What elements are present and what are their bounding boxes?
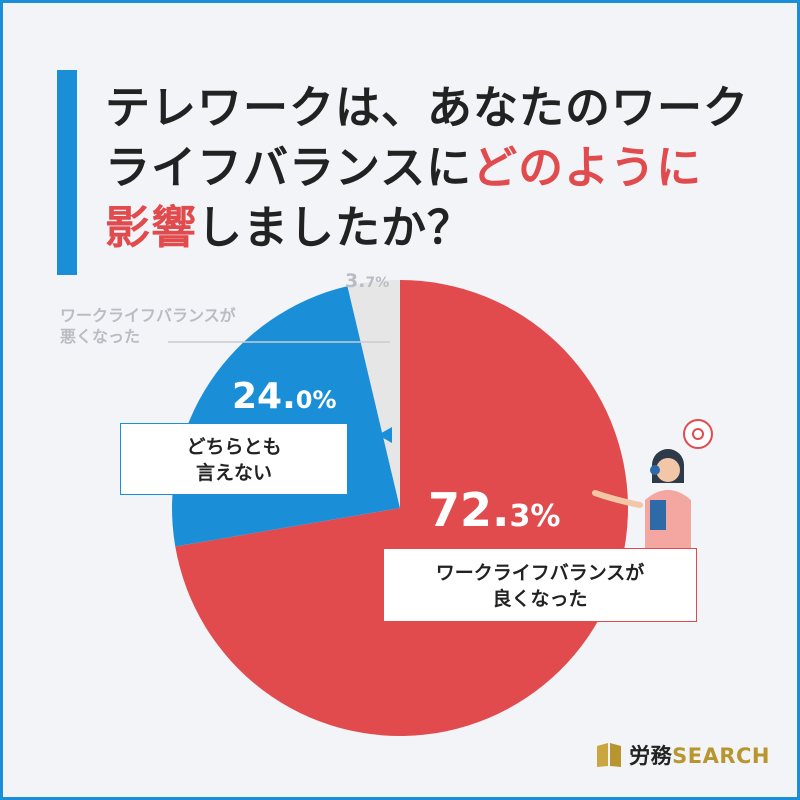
good-label-box: ワークライフバランスが 良くなった [383,548,697,622]
neutral-box-pointer [378,427,392,443]
pie-slice-2 [347,280,400,508]
title-line-3-plain: しましたか？ [197,201,474,254]
bad-percent-label: 3.7% [345,270,389,292]
title-line-2-highlight: どのように [472,141,703,194]
neutral-label-box: どちらとも 言えない [120,423,348,495]
book-icon [597,743,622,767]
neutral-label-line-2: 言えない [195,462,272,484]
good-percent-label: 72.3% [428,483,560,537]
logo-text: 労務SEARCH [629,740,770,770]
pct-labels: 72.3% 24.0% 3.7% [232,270,560,537]
neutral-percent-label: 24.0% [232,376,337,417]
title-line-3-highlight: 影響 [105,201,198,254]
pie-slice-0 [175,280,629,737]
good-label-line-2: 良くなった [492,588,588,610]
title-line-1: テレワークは、あなたのワーク [105,81,750,134]
good-label-line-1: ワークライフバランスが [435,562,645,584]
brand-logo: 労務SEARCH [595,740,770,770]
neutral-label-line-1: どちらとも [186,436,282,458]
logo-text-ja: 労務 [629,744,673,768]
bad-label: ワークライフバランスが 悪くなった [60,305,236,347]
title-accent-bar [57,70,77,275]
title-line-3: 影響しましたか？ [105,198,785,258]
title-line-2-plain: ライフバランスに [105,141,473,194]
bad-label-line-1: ワークライフバランスが [60,306,236,325]
bad-label-line-2: 悪くなった [60,327,141,346]
person-illustration [592,419,713,550]
chart-title: テレワークは、あなたのワーク ライフバランスにどのように 影響しましたか？ [105,78,785,258]
logo-text-en: SEARCH [672,744,770,768]
title-line-2: ライフバランスにどのように [105,138,785,198]
